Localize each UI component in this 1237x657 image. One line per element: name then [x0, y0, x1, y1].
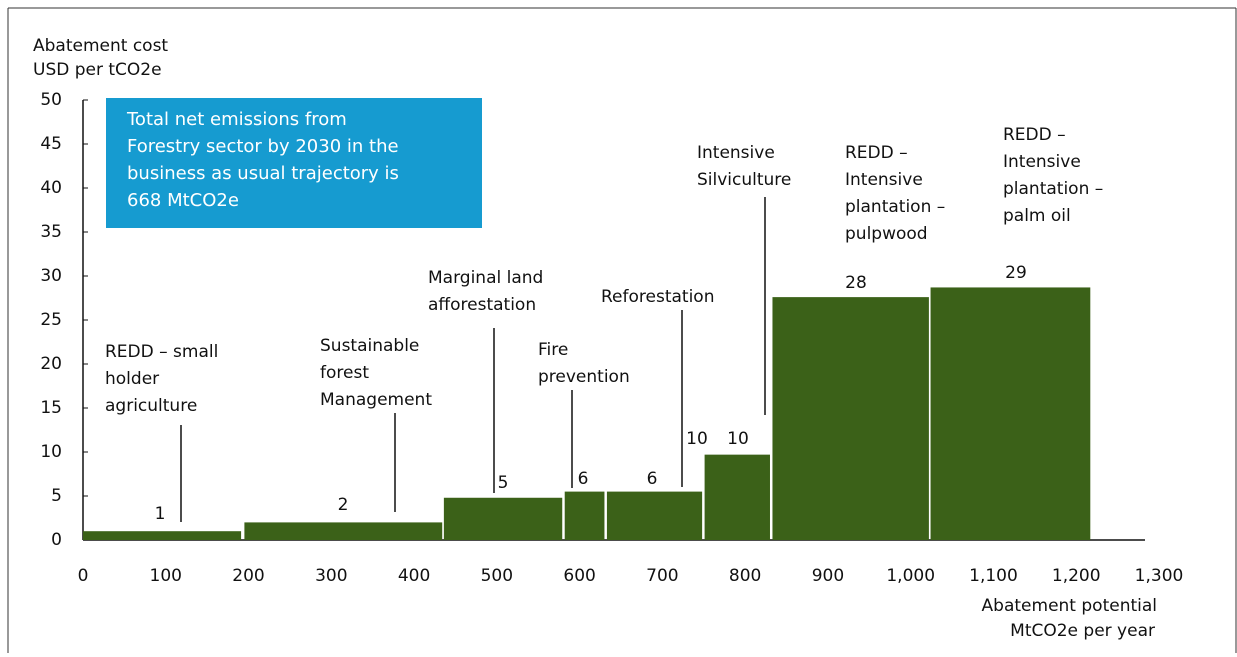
x-tick-label: 600	[563, 566, 595, 586]
bar	[704, 454, 770, 540]
x-tick-label: 1,300	[1135, 566, 1184, 586]
y-tick-label: 45	[40, 134, 62, 154]
category-label: palm oil	[1003, 206, 1071, 226]
category-label: pulpwood	[845, 224, 928, 244]
x-tick-label: 200	[232, 566, 264, 586]
bar	[244, 522, 443, 540]
bar	[83, 531, 242, 540]
annotation-text: Forestry sector by 2030 in the	[127, 136, 399, 157]
category-label: Marginal land	[428, 268, 543, 288]
value-label: 5	[498, 473, 509, 493]
category-label: plantation –	[845, 197, 945, 217]
x-tick-label: 1,100	[969, 566, 1018, 586]
y-tick-label: 20	[40, 354, 62, 374]
y-tick-label: 30	[40, 266, 62, 286]
category-label: Fire	[538, 340, 568, 360]
bar	[772, 297, 929, 540]
x-tick-label: 1,000	[886, 566, 935, 586]
annotation-text: 668 MtCO2e	[127, 190, 239, 211]
x-tick-label: 400	[398, 566, 430, 586]
annotation-text: business as usual trajectory is	[127, 163, 399, 184]
annotation-text: Total net emissions from	[126, 109, 347, 130]
y-tick-label: 0	[51, 530, 62, 550]
category-label: plantation –	[1003, 179, 1103, 199]
x-tick-label: 300	[315, 566, 347, 586]
bar	[930, 287, 1091, 540]
y-axis-title: Abatement cost	[33, 36, 168, 56]
value-label: 10	[686, 429, 708, 449]
y-axis-title: USD per tCO2e	[33, 60, 162, 80]
bar	[606, 491, 703, 540]
value-label: 10	[727, 429, 749, 449]
category-label: REDD –	[845, 143, 908, 163]
category-label: prevention	[538, 367, 630, 387]
x-tick-label: 100	[150, 566, 182, 586]
category-label: Intensive	[697, 143, 775, 163]
bar	[443, 497, 563, 540]
value-label: 6	[578, 469, 589, 489]
y-tick-label: 35	[40, 222, 62, 242]
value-label: 1	[155, 504, 166, 524]
x-tick-label: 900	[812, 566, 844, 586]
category-label: Silviculture	[697, 170, 791, 190]
category-label: Reforestation	[601, 287, 714, 307]
category-label: Intensive	[845, 170, 923, 190]
x-tick-label: 700	[646, 566, 678, 586]
y-tick-label: 25	[40, 310, 62, 330]
x-axis-title: MtCO2e per year	[1010, 621, 1155, 641]
category-label: REDD –	[1003, 125, 1066, 145]
y-tick-label: 10	[40, 442, 62, 462]
bar	[564, 491, 605, 540]
y-tick-label: 50	[40, 90, 62, 110]
value-label: 28	[845, 273, 867, 293]
value-label: 2	[338, 495, 349, 515]
x-tick-label: 0	[78, 566, 89, 586]
category-label: Intensive	[1003, 152, 1081, 172]
y-tick-label: 15	[40, 398, 62, 418]
category-label: holder	[105, 369, 159, 389]
category-label: Sustainable	[320, 336, 419, 356]
y-tick-label: 5	[51, 486, 62, 506]
x-axis-title: Abatement potential	[982, 596, 1157, 616]
category-label: agriculture	[105, 396, 197, 416]
category-label: afforestation	[428, 295, 536, 315]
category-label: REDD – small	[105, 342, 218, 362]
value-label: 29	[1005, 263, 1027, 283]
x-tick-label: 800	[729, 566, 761, 586]
annotation-box	[106, 98, 482, 228]
x-tick-label: 1,200	[1052, 566, 1101, 586]
y-tick-label: 40	[40, 178, 62, 198]
x-tick-label: 500	[481, 566, 513, 586]
category-label: forest	[320, 363, 369, 383]
category-label: Management	[320, 390, 432, 410]
value-label: 6	[647, 469, 658, 489]
